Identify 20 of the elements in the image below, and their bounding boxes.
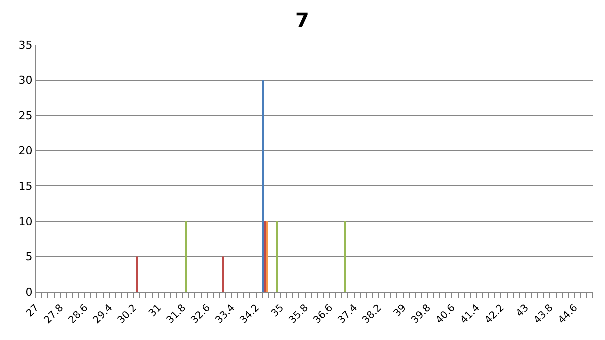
y-tick-label: 35 xyxy=(18,38,33,52)
bar xyxy=(136,256,138,292)
y-tick-label: 5 xyxy=(26,250,33,264)
y-tick-label: 0 xyxy=(26,286,33,299)
y-tick-label: 10 xyxy=(18,215,33,228)
x-tick-label: 43 xyxy=(514,302,532,320)
y-tick-label: 25 xyxy=(18,109,33,122)
chart-title: 7 xyxy=(296,8,310,33)
x-tick-label: 27 xyxy=(24,302,42,320)
bar xyxy=(262,80,264,292)
bar xyxy=(344,221,346,292)
y-tick-label: 30 xyxy=(18,74,33,88)
y-tick-label: 15 xyxy=(18,180,33,193)
x-tick-label: 31 xyxy=(147,302,164,320)
y-tick-label: 20 xyxy=(18,144,33,158)
x-tick-label: 39 xyxy=(392,302,409,320)
bar xyxy=(185,221,187,292)
bar xyxy=(276,221,278,292)
bar xyxy=(222,256,224,292)
x-tick-label: 35 xyxy=(270,302,286,320)
